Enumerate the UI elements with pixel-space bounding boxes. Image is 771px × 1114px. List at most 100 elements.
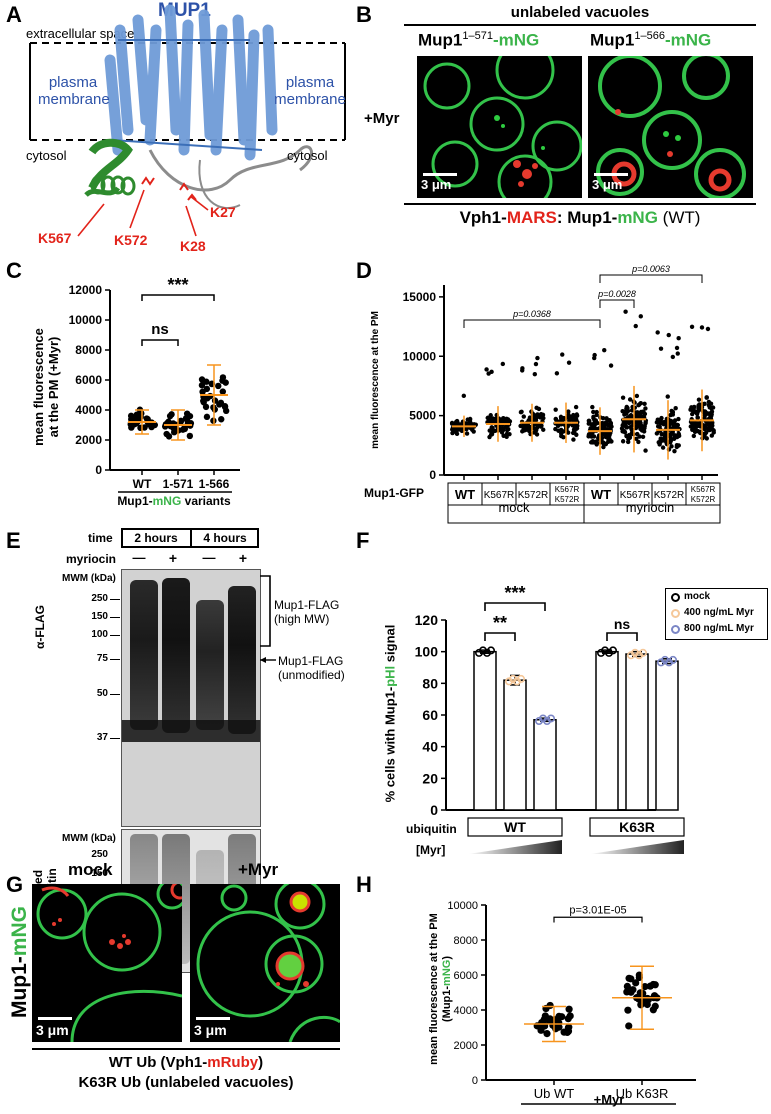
c-point [136,413,143,421]
d-point [666,332,671,338]
residue-k567: K567 [38,230,72,246]
c-bracket-star [141,294,215,301]
myr-gradient-label: [Myr] [416,843,446,857]
mwm-label-top: MWM (kDa) [62,573,116,584]
d-point [620,439,626,444]
h-point [632,979,640,987]
panel-letter-a: A [6,2,22,27]
h-point [651,1002,659,1010]
c-point [206,392,214,400]
c-ytick-label: 10000 [69,313,103,327]
d-point [704,395,709,400]
scalebar-label-b1: 3 μm [421,177,452,192]
d-point [591,414,596,420]
f-group-box [467,817,563,837]
d-point [553,407,558,412]
d-point [691,433,697,439]
panel-letter-h: H [356,872,372,897]
d-xtick-label: K567R [691,485,716,494]
chart-h-condition: +Myr [593,1092,625,1107]
c-ytick-label: 4000 [75,403,102,417]
d-point [533,361,539,367]
c-bracket-ns [141,339,179,346]
d-point [461,393,467,399]
f-point [638,648,647,657]
d-point [566,412,571,418]
f-group-label: K63R [619,819,655,835]
d-point [693,425,698,431]
f-myr-wedge [468,840,562,854]
f-bracket [484,632,516,641]
c-ytick-label: 2000 [75,433,102,447]
unlabeled-vacuoles-header: unlabeled vacuoles [510,4,650,21]
d-point [594,409,599,415]
d-point [704,436,710,441]
protein-structure-illustration [29,4,346,237]
f-sig-label: *** [504,583,525,603]
f-point [517,674,526,683]
d-point [623,424,629,430]
d-point [518,423,523,429]
h-point [564,1015,572,1023]
d-point [601,442,606,447]
d-point [672,448,677,454]
time-label: time [88,531,113,545]
d-point [600,420,605,426]
d-point [527,415,533,420]
d-pvalue: p=0.0028 [597,289,636,299]
footer-rule [404,203,756,205]
scalebar-label-g2: 3 μm [194,1022,227,1038]
c-point [168,411,175,418]
h-point [625,1022,633,1030]
d-ytick-label: 0 [429,468,436,482]
d-point [620,423,625,428]
d-point [560,352,565,357]
d-point [489,430,494,435]
d-xtick-label: K567R [484,490,515,501]
h-point [627,975,635,983]
h-ytick-label: 2000 [454,1040,478,1052]
d-point [711,430,716,435]
h-ytick-label: 8000 [454,935,478,947]
d-point [636,402,641,408]
c-point [179,426,187,433]
d-point [520,368,525,373]
chart-c-ylabel: mean fluorescence at the PM (+Myr) [31,328,61,446]
c-xtick-label: 1-566 [199,477,230,491]
h-point [641,983,649,991]
mup1-566-label: Mup11–566-mNG [590,30,712,50]
f-bar [595,650,619,811]
myriocin-label: myriocin [66,552,117,566]
myr-column-label: +Myr [238,860,279,879]
d-pvalue: p=0.0063 [631,264,670,274]
d-point [490,425,495,431]
d-point [634,393,640,399]
mock-column-label: mock [68,860,113,879]
d-point [633,323,638,329]
d-point [690,427,695,432]
f-bar [473,650,497,811]
d-point [661,421,666,427]
h-xtick-label: Ub K63R [616,1086,669,1101]
chart-h: 0 2000 4000 6000 8000 10000 Ub WT Ub K63R p=3.01… [447,900,696,1105]
chart-h-ylabel: mean fluorescence at the PM (Mup1-mNG) [428,913,453,1065]
d-point [674,442,680,448]
anti-flag-label: α-FLAG [33,604,47,650]
plasma-membrane-right-label: plasma membrane [274,74,346,108]
d-point [487,434,492,440]
d-point [672,434,678,439]
d-point [626,436,631,442]
d-point [606,422,612,428]
header-rule [404,24,756,26]
d-point [532,371,538,377]
d-ytick-label: 15000 [403,290,437,304]
d-point [533,417,539,423]
d-xtick-label: WT [591,487,611,502]
h-point [629,986,637,994]
d-point [695,415,700,420]
d-point [588,426,594,431]
d-point [655,417,660,422]
d-point [671,423,676,428]
d-point [603,434,608,440]
